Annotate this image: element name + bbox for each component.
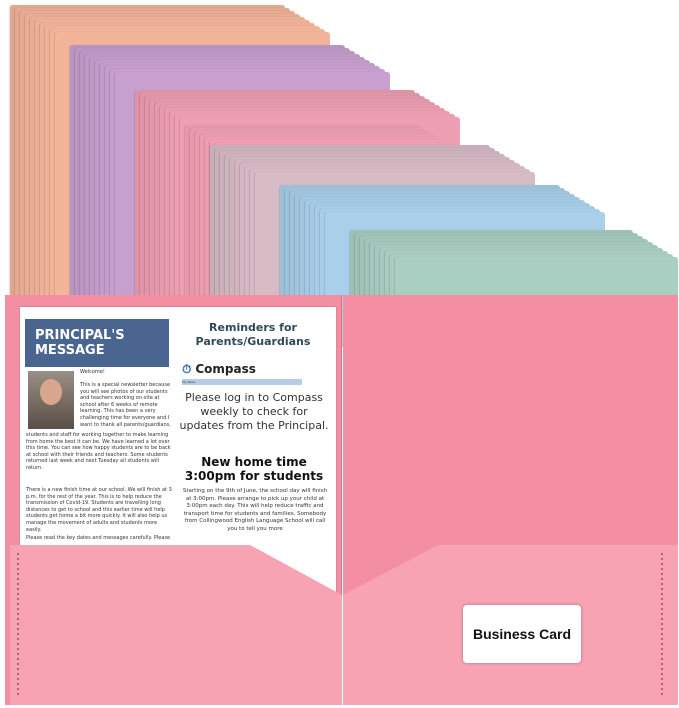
welcome-text: Welcome! [80,369,105,375]
my-news-bar: My News [182,379,302,385]
open-pocket-folder: PRINCIPAL'S MESSAGE Welcome! This is a s… [5,295,678,705]
hole-punch-strip [661,553,663,698]
left-pocket [10,545,342,705]
hole-punch-strip [17,553,19,698]
business-card: Business Card [463,605,581,663]
reminders-heading: Reminders for Parents/Guardians [195,321,311,348]
compass-reminder: Please log in to Compass weekly to check… [179,391,329,432]
paragraph: This is a special newsletter because you… [80,382,171,428]
compass-icon: ⏱ [182,362,192,376]
paragraph: students and staff for working together … [26,432,171,471]
compass-label: Compass [195,362,256,376]
paragraph: Please read the key dates and messages c… [26,535,171,541]
new-home-time-heading: New home time 3:00pm for students [184,455,324,483]
compass-logo: ⏱ Compass [182,362,256,377]
home-time-details: Starting on the 9th of June, the school … [182,488,328,532]
newsletter-title: PRINCIPAL'S MESSAGE [25,319,169,367]
principal-photo [28,371,74,429]
paragraph: There is a new finish time at our school… [26,487,172,533]
